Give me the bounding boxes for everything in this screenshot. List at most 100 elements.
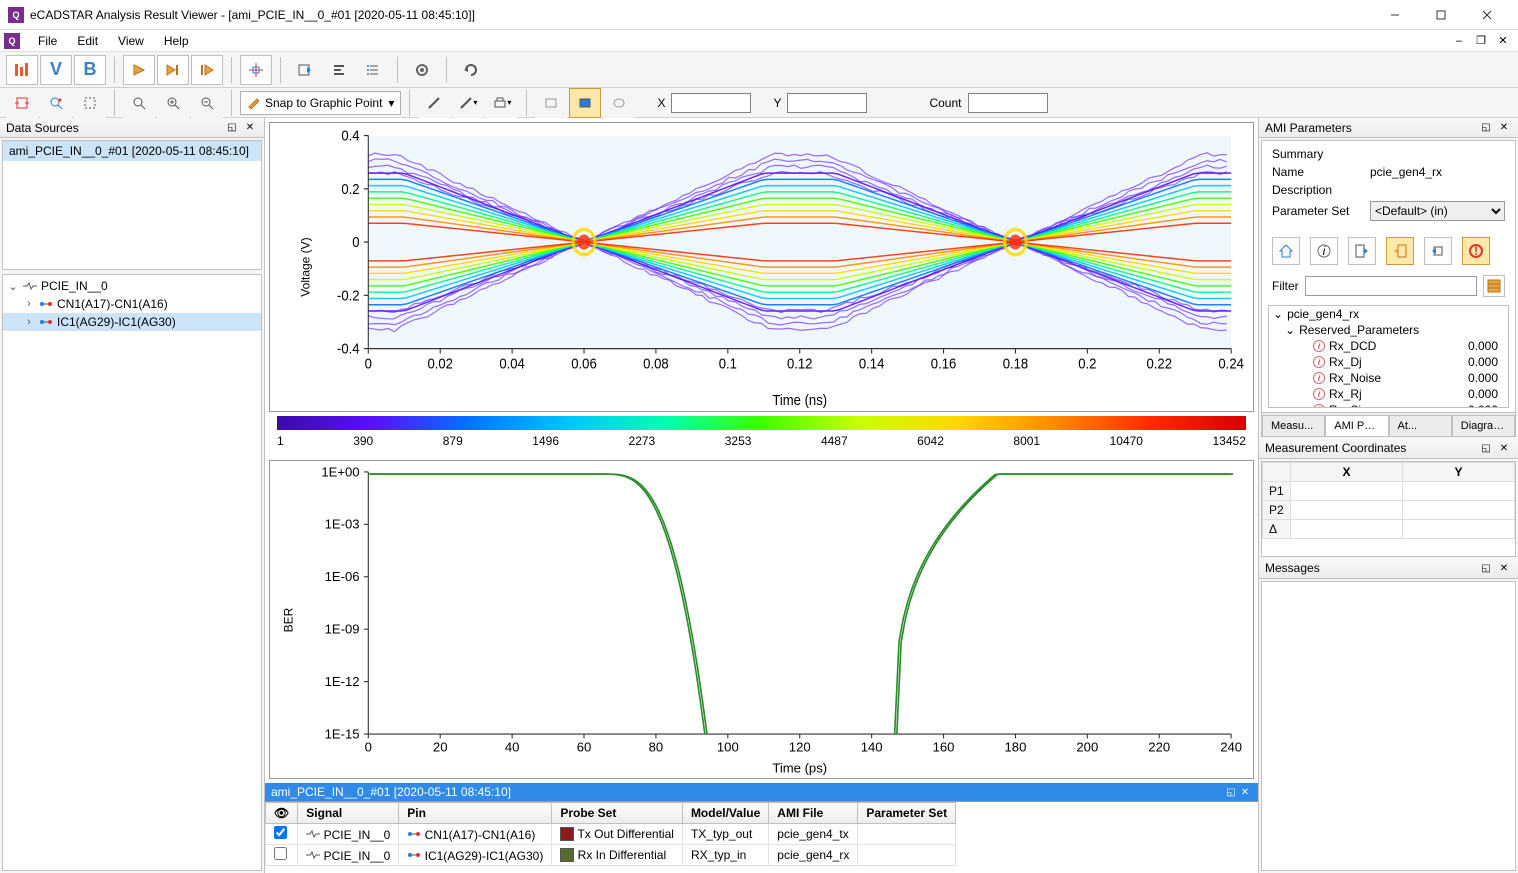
- tb-pencil-icon[interactable]: [418, 88, 450, 118]
- mdi-minimize[interactable]: –: [1448, 32, 1470, 50]
- ami-tree[interactable]: ⌄pcie_gen4_rx ⌄Reserved_Parameters i Rx_…: [1268, 305, 1509, 408]
- tab[interactable]: Diagram A...: [1452, 415, 1515, 436]
- close-button[interactable]: [1464, 0, 1510, 30]
- visibility-checkbox[interactable]: [274, 826, 287, 839]
- eye-svg: 0.40.20-0.2-0.4 00.020.040.060.080.10.12…: [270, 123, 1253, 411]
- svg-text:160: 160: [933, 740, 955, 755]
- tb-play-icon[interactable]: [123, 55, 155, 85]
- tb-gear-icon[interactable]: [406, 55, 438, 85]
- table-row[interactable]: PCIE_IN__0 CN1(A17)-CN1(A16) Tx Out Diff…: [266, 824, 956, 845]
- visibility-checkbox[interactable]: [274, 847, 287, 860]
- tb-zoom-in-icon[interactable]: [157, 88, 189, 118]
- ami-param-row[interactable]: i Rx_Rj 0.000: [1269, 386, 1508, 402]
- close-icon[interactable]: ✕: [1496, 120, 1512, 136]
- tree-node[interactable]: › CN1(A17)-CN1(A16): [3, 295, 261, 313]
- tb-print-icon[interactable]: ▾: [486, 88, 518, 118]
- x-input[interactable]: [671, 93, 751, 113]
- tb-v-icon[interactable]: V: [40, 55, 72, 85]
- filter-input[interactable]: [1305, 276, 1477, 296]
- tb-align-icon[interactable]: [323, 55, 355, 85]
- ami-param-row[interactable]: i Rx_Sj 0.000: [1269, 402, 1508, 408]
- close-icon[interactable]: ✕: [1496, 440, 1512, 456]
- ber-bathtub-chart[interactable]: BER 1E+001E-031E-061E-091E-121E-15 02040…: [269, 460, 1254, 779]
- tb-refresh-icon[interactable]: [455, 55, 487, 85]
- ami-tree-root[interactable]: ⌄pcie_gen4_rx: [1269, 306, 1508, 322]
- close-icon[interactable]: ✕: [1238, 785, 1252, 799]
- tb-ellipse-icon[interactable]: [603, 88, 635, 118]
- mdi-restore[interactable]: ❐: [1470, 32, 1492, 50]
- table-column[interactable]: AMI File: [769, 803, 858, 824]
- data-source-item[interactable]: ami_PCIE_IN__0_#01 [2020-05-11 08:45:10]: [3, 141, 261, 161]
- tb-waveform-icon[interactable]: [6, 55, 38, 85]
- tb-b-icon[interactable]: B: [74, 55, 106, 85]
- info-icon[interactable]: i: [1310, 237, 1338, 265]
- table-column[interactable]: Signal: [298, 803, 399, 824]
- undock-icon[interactable]: ◱: [1478, 120, 1494, 136]
- data-source-list[interactable]: ami_PCIE_IN__0_#01 [2020-05-11 08:45:10]: [2, 140, 262, 270]
- signal-table[interactable]: 👁SignalPinProbe SetModel/ValueAMI FilePa…: [265, 801, 1258, 873]
- eye-diagram-chart[interactable]: Voltage (V) 0.40.20-0.2-0.4 00.020.040.0…: [269, 122, 1254, 412]
- expand-icon[interactable]: ›: [23, 298, 35, 310]
- tb-rect-fill-icon[interactable]: [569, 88, 601, 118]
- expand-icon[interactable]: ›: [23, 316, 35, 328]
- menu-help[interactable]: Help: [154, 32, 199, 50]
- undock-icon[interactable]: ◱: [1224, 785, 1238, 799]
- svg-text:1E-03: 1E-03: [325, 517, 360, 532]
- tb-play-to-icon[interactable]: [157, 55, 189, 85]
- import-icon[interactable]: [1348, 237, 1376, 265]
- count-input[interactable]: [968, 93, 1048, 113]
- colorbar-labels: 1390879149622733253448760428001104701345…: [277, 434, 1246, 448]
- filter-table-icon[interactable]: [1483, 275, 1505, 297]
- menu-file[interactable]: File: [28, 32, 67, 50]
- tab[interactable]: At...: [1389, 415, 1452, 436]
- tree-root[interactable]: ⌄ PCIE_IN__0: [3, 277, 261, 295]
- tb-zoom-icon[interactable]: [123, 88, 155, 118]
- menu-edit[interactable]: Edit: [67, 32, 108, 50]
- tb-zoom-select-icon[interactable]: [40, 88, 72, 118]
- undock-icon[interactable]: [1424, 237, 1452, 265]
- tb-pencil-dd-icon[interactable]: ▾: [452, 88, 484, 118]
- tab[interactable]: Measu...: [1262, 415, 1325, 436]
- tb-crosshair-icon[interactable]: [240, 55, 272, 85]
- menu-view[interactable]: View: [108, 32, 154, 50]
- tb-zoom-area-icon[interactable]: [74, 88, 106, 118]
- table-column[interactable]: Parameter Set: [858, 803, 956, 824]
- close-icon[interactable]: ✕: [1496, 560, 1512, 576]
- expand-icon[interactable]: ⌄: [7, 280, 19, 293]
- export-icon[interactable]: [1386, 237, 1414, 265]
- snap-mode-dropdown[interactable]: Snap to Graphic Point ▾: [240, 91, 401, 115]
- minimize-button[interactable]: [1372, 0, 1418, 30]
- ami-param-row[interactable]: i Rx_DCD 0.000: [1269, 338, 1508, 354]
- y-label: Y: [773, 96, 781, 110]
- tb-import-icon[interactable]: [289, 55, 321, 85]
- undock-icon[interactable]: ◱: [224, 120, 240, 136]
- svg-text:Time (ps): Time (ps): [772, 761, 827, 776]
- tab[interactable]: AMI Par...: [1325, 415, 1388, 436]
- tb-fit-icon[interactable]: [6, 88, 38, 118]
- close-icon[interactable]: ✕: [242, 120, 258, 136]
- table-column[interactable]: Pin: [399, 803, 552, 824]
- mdi-close[interactable]: ✕: [1492, 32, 1514, 50]
- tb-zoom-out-icon[interactable]: [191, 88, 223, 118]
- tb-list-icon[interactable]: [357, 55, 389, 85]
- tb-rect-icon[interactable]: [535, 88, 567, 118]
- messages-body[interactable]: [1261, 581, 1516, 872]
- count-label: Count: [929, 96, 961, 110]
- signal-tree[interactable]: ⌄ PCIE_IN__0 › CN1(A17)-CN1(A16) › IC1(A…: [2, 274, 262, 871]
- warning-icon[interactable]: !: [1462, 237, 1490, 265]
- y-input[interactable]: [787, 93, 867, 113]
- ami-param-row[interactable]: i Rx_Dj 0.000: [1269, 354, 1508, 370]
- tb-play-from-icon[interactable]: [191, 55, 223, 85]
- home-icon[interactable]: [1272, 237, 1300, 265]
- undock-icon[interactable]: ◱: [1478, 440, 1494, 456]
- maximize-button[interactable]: [1418, 0, 1464, 30]
- ami-param-row[interactable]: i Rx_Noise 0.000: [1269, 370, 1508, 386]
- table-column[interactable]: Probe Set: [552, 803, 683, 824]
- table-column[interactable]: Model/Value: [682, 803, 768, 824]
- ami-tree-reserved[interactable]: ⌄Reserved_Parameters: [1269, 322, 1508, 338]
- table-row[interactable]: PCIE_IN__0 IC1(AG29)-IC1(AG30) Rx In Dif…: [266, 845, 956, 866]
- pset-dropdown[interactable]: <Default> (in): [1370, 201, 1505, 221]
- meas-table[interactable]: XY P1P2Δ: [1261, 461, 1516, 557]
- tree-node[interactable]: › IC1(AG29)-IC1(AG30): [3, 313, 261, 331]
- undock-icon[interactable]: ◱: [1478, 560, 1494, 576]
